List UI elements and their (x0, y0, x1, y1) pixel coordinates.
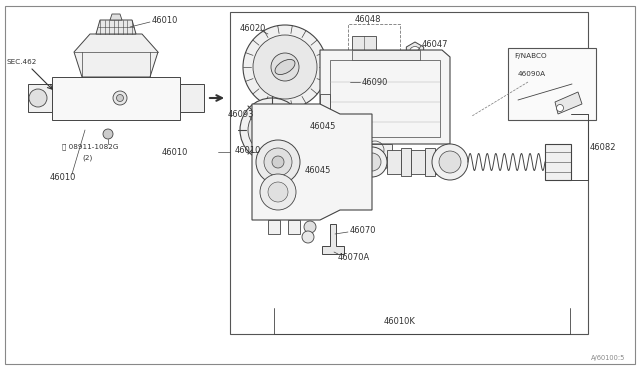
Text: 46010K: 46010K (384, 317, 416, 327)
Bar (411, 150, 425, 174)
Polygon shape (555, 92, 582, 114)
Polygon shape (406, 42, 424, 62)
Ellipse shape (339, 170, 351, 177)
Circle shape (432, 144, 468, 180)
Polygon shape (320, 50, 450, 144)
Text: 46070: 46070 (350, 225, 376, 234)
Circle shape (243, 25, 327, 109)
Circle shape (268, 182, 288, 202)
Text: 46047: 46047 (422, 39, 449, 48)
Text: 46010: 46010 (162, 148, 188, 157)
Circle shape (240, 98, 304, 162)
Polygon shape (268, 220, 280, 234)
Text: 46010: 46010 (50, 173, 76, 182)
Circle shape (103, 129, 113, 139)
Circle shape (264, 148, 292, 176)
Circle shape (302, 231, 314, 243)
Polygon shape (180, 84, 204, 112)
Text: 46010: 46010 (152, 16, 179, 25)
Circle shape (253, 35, 317, 99)
Bar (545, 144, 571, 180)
Text: 46090: 46090 (362, 77, 388, 87)
Circle shape (260, 174, 296, 210)
Ellipse shape (366, 160, 384, 168)
Polygon shape (74, 34, 158, 77)
Text: 46070A: 46070A (338, 253, 371, 262)
Text: 46045: 46045 (310, 122, 337, 131)
Circle shape (272, 156, 284, 168)
Polygon shape (52, 77, 180, 120)
Text: 46048: 46048 (355, 15, 381, 23)
Circle shape (557, 105, 563, 112)
Text: 46093: 46093 (228, 109, 255, 119)
Polygon shape (28, 84, 52, 112)
Bar (425, 148, 435, 176)
Circle shape (256, 140, 300, 184)
Polygon shape (322, 224, 344, 254)
Bar (508, 48, 596, 120)
Text: 46045: 46045 (305, 166, 332, 174)
Polygon shape (96, 20, 136, 34)
Circle shape (410, 46, 420, 58)
Text: SEC.462: SEC.462 (6, 59, 36, 65)
Polygon shape (352, 50, 420, 60)
Circle shape (248, 106, 296, 154)
Circle shape (304, 221, 316, 233)
Circle shape (29, 89, 47, 107)
Circle shape (262, 120, 282, 140)
Circle shape (116, 94, 124, 102)
Text: Ⓝ 08911-1082G: Ⓝ 08911-1082G (62, 144, 118, 150)
Text: 46090A: 46090A (518, 71, 546, 77)
Bar (230, 12, 588, 334)
Ellipse shape (334, 168, 356, 180)
Polygon shape (358, 144, 392, 157)
Polygon shape (320, 94, 330, 120)
Text: 46020: 46020 (240, 23, 266, 32)
Ellipse shape (275, 60, 295, 74)
Ellipse shape (361, 157, 389, 171)
Bar (401, 148, 411, 176)
Polygon shape (288, 220, 300, 234)
Bar (352, 36, 376, 66)
Text: (2): (2) (82, 155, 92, 161)
Circle shape (271, 53, 299, 81)
Bar (348, 24, 400, 74)
Polygon shape (252, 104, 372, 220)
Bar (435, 150, 449, 174)
Text: 46010: 46010 (235, 145, 261, 154)
Bar (387, 150, 401, 174)
Polygon shape (110, 14, 122, 20)
Circle shape (439, 151, 461, 173)
Circle shape (113, 91, 127, 105)
Text: A/60100:5: A/60100:5 (591, 355, 625, 361)
Text: 46082: 46082 (590, 142, 616, 151)
Circle shape (357, 147, 387, 177)
Text: F/NABCO: F/NABCO (514, 53, 547, 59)
Circle shape (363, 153, 381, 171)
